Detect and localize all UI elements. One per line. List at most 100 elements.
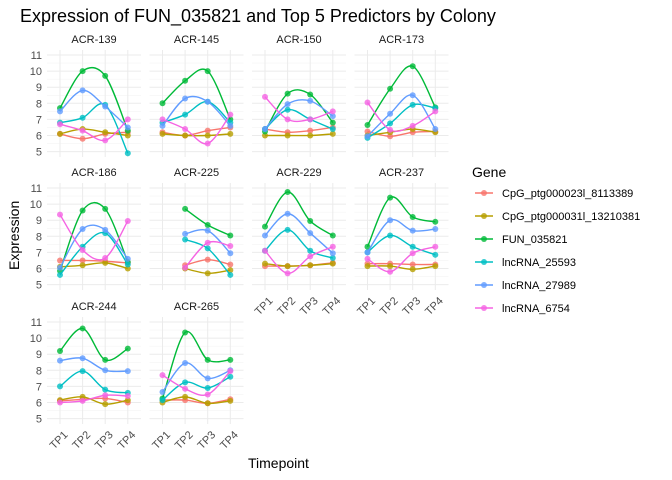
series-line-lncrna_25593 [264, 108, 334, 130]
data-point [329, 250, 336, 257]
data-point [329, 260, 336, 267]
data-point [227, 122, 234, 129]
facet-strip-label: ACR-139 [71, 34, 116, 46]
series-line-cpg_ptg000031l_13210381 [59, 396, 128, 405]
facet-strip-label: ACR-237 [379, 167, 424, 179]
data-point [284, 116, 291, 123]
facet-panel-acr-173: ACR-173 [354, 34, 449, 157]
data-point [262, 223, 268, 230]
legend-key-point [481, 305, 487, 311]
facet-strip-label: ACR-150 [276, 34, 321, 46]
legend: Gene CpG_ptg000023l_8113389 CpG_ptg000031… [472, 164, 640, 315]
data-point [79, 127, 86, 134]
series-line-lncrna_6754 [367, 246, 436, 273]
data-point [364, 133, 371, 140]
data-point [329, 108, 336, 115]
data-point [159, 122, 166, 129]
legend-label: CpG_ptg000023l_8113389 [502, 188, 633, 200]
y-tick-label: 8 [36, 231, 42, 243]
data-point [284, 106, 291, 113]
data-point [159, 389, 166, 396]
data-point [262, 247, 268, 254]
data-point [182, 111, 189, 118]
legend-item: lncRNA_6754 [475, 303, 570, 315]
data-point [182, 264, 189, 271]
x-tick-label: TP1 [48, 429, 71, 452]
series-line-lncrna_25593 [367, 234, 436, 256]
data-point [307, 230, 314, 237]
data-point [387, 120, 394, 127]
series-line-lncrna_25593 [59, 231, 129, 276]
series-line-cpg_ptg000031l_13210381 [59, 262, 128, 270]
series-line-lncrna_25593 [264, 229, 334, 259]
data-point [182, 132, 189, 139]
y-tick-label: 11 [31, 50, 42, 62]
data-point [387, 194, 394, 201]
series-line-lncrna_27989 [161, 95, 231, 127]
legend-item: lncRNA_25593 [475, 257, 576, 269]
facet-strip-label: ACR-225 [174, 167, 219, 179]
series-line-lncrna_6754 [162, 370, 231, 396]
y-tick-label: 6 [36, 398, 42, 410]
data-point [307, 253, 314, 260]
data-point [387, 232, 394, 239]
y-tick-label: 6 [36, 264, 42, 276]
data-point [227, 130, 234, 137]
data-point [227, 368, 234, 375]
data-point [307, 127, 314, 134]
data-point [227, 250, 234, 257]
facet-panel-acr-265: ACR-265 TP1 TP2 TP3 TP4 [149, 301, 244, 452]
series-line-lncrna_25593 [59, 370, 128, 394]
y-tick-label: 5 [36, 414, 42, 426]
series-line-cpg_ptg000031l_13210381 [59, 128, 128, 137]
legend-title: Gene [472, 164, 506, 180]
y-tick-label: 9 [36, 82, 42, 94]
data-point [204, 391, 211, 398]
data-point [102, 129, 109, 136]
data-point [79, 68, 86, 75]
data-point [57, 264, 63, 271]
data-point [227, 242, 234, 249]
data-point [204, 385, 211, 392]
data-point [79, 368, 86, 375]
x-tick-label: TP1 [253, 295, 276, 318]
y-tick-label: 10 [30, 199, 42, 211]
series-line-lncrna_6754 [264, 96, 334, 123]
data-point [409, 261, 416, 268]
data-point [182, 385, 189, 392]
data-point [432, 251, 439, 258]
facet-panel-acr-237: ACR-237 TP1 TP2 TP3 TP4 [354, 167, 449, 318]
facet-strip-label: ACR-173 [379, 34, 424, 46]
data-point [409, 122, 416, 129]
data-point [284, 90, 291, 97]
series-line-lncrna_25593 [162, 100, 231, 124]
data-point [182, 393, 189, 400]
data-point [182, 236, 189, 243]
x-tick-label: TP4 [321, 295, 344, 318]
data-point [432, 218, 439, 225]
series-line-fun_035821 [264, 191, 334, 237]
y-tick-label: 11 [31, 317, 42, 329]
data-point [79, 246, 86, 253]
data-point [329, 119, 336, 126]
data-point [364, 243, 371, 250]
y-tick-label: 8 [36, 365, 42, 377]
x-tick-label: TP2 [70, 429, 93, 452]
data-point [432, 226, 439, 233]
data-point [227, 356, 234, 363]
data-point [204, 239, 211, 246]
series-line-lncrna_6754 [162, 114, 231, 145]
data-point [102, 367, 109, 374]
x-tick-label: TP1 [150, 429, 173, 452]
data-point [79, 135, 86, 142]
series-line-lncrna_25593 [367, 103, 436, 139]
facet-panel-acr-139: ACR-139 5 6 7 8 9 10 11 [30, 34, 141, 159]
data-point [329, 243, 336, 250]
data-point [57, 383, 63, 390]
data-point [284, 270, 291, 277]
y-tick-label: 10 [30, 66, 42, 78]
data-point [409, 101, 416, 108]
data-point [57, 257, 63, 264]
legend-key-point [481, 213, 487, 219]
x-tick-label: TP4 [218, 429, 241, 452]
